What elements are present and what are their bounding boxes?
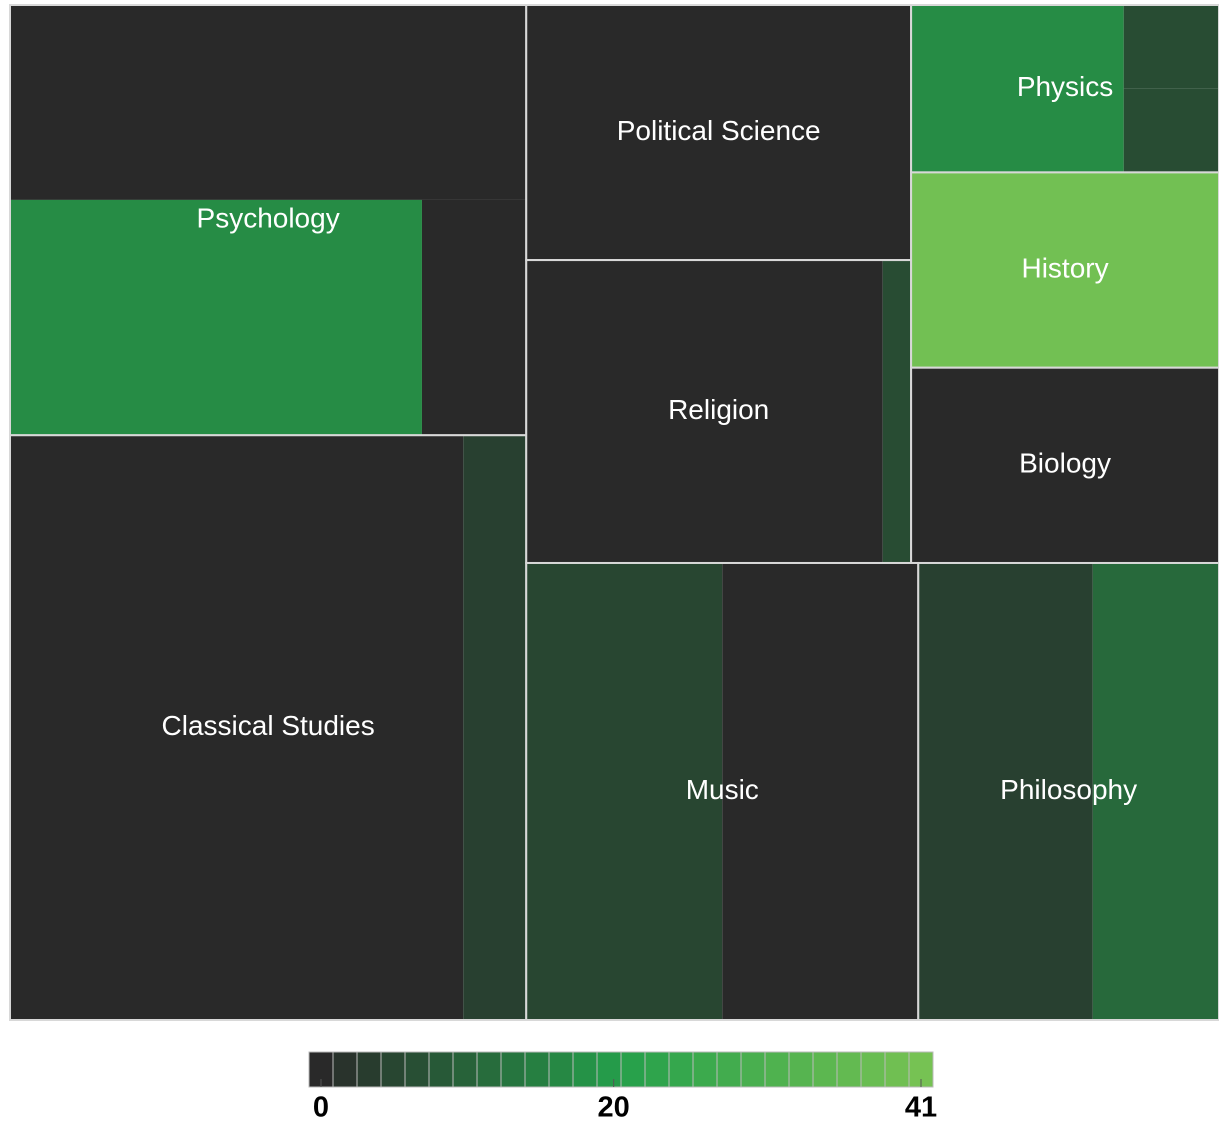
group-label: Philosophy (1000, 774, 1137, 805)
treemap-cell (722, 562, 919, 1020)
legend-cell (524, 1051, 550, 1088)
legend-cell (836, 1051, 862, 1088)
legend-cell (692, 1051, 718, 1088)
group-label: Biology (1019, 448, 1111, 479)
legend-cell (548, 1051, 574, 1088)
legend-cell (380, 1051, 406, 1088)
legend-cell (572, 1051, 598, 1088)
group-label: Psychology (197, 203, 340, 234)
legend-cell (884, 1051, 910, 1088)
group-label: Political Science (617, 115, 821, 146)
group-label: Music (686, 774, 759, 805)
group-label: Physics (1017, 71, 1113, 102)
legend-cell (740, 1051, 766, 1088)
treemap-cell (10, 199, 422, 436)
legend-tick-label: 41 (905, 1092, 937, 1124)
legend-cell (452, 1051, 478, 1088)
legend-cell (788, 1051, 814, 1088)
legend-cell (500, 1051, 526, 1088)
legend-cell (596, 1051, 622, 1088)
treemap-cell (911, 5, 1124, 173)
group-label: Classical Studies (162, 710, 375, 741)
legend-cell (668, 1051, 694, 1088)
treemap-cell (882, 260, 912, 563)
treemap-cell (1123, 88, 1219, 173)
legend-tick-label: 20 (598, 1092, 630, 1124)
legend-cell (428, 1051, 454, 1088)
treemap-cell (421, 199, 527, 436)
legend-cell (404, 1051, 430, 1088)
treemap-cell (10, 435, 464, 1020)
group-label: Religion (668, 394, 769, 425)
legend-cell (812, 1051, 838, 1088)
treemap-cell (526, 562, 723, 1020)
treemap-cell (1092, 562, 1219, 1020)
treemap-cell (526, 5, 912, 261)
legend-cell (860, 1051, 886, 1088)
treemap-cell (10, 5, 527, 200)
treemap-cell (463, 435, 527, 1020)
treemap-cell (911, 172, 1219, 368)
treemap-cell (1123, 5, 1219, 89)
legend-cell (716, 1051, 742, 1088)
group-label: History (1021, 252, 1108, 283)
legend-cell (332, 1051, 358, 1088)
legend-tick-label: 0 (313, 1092, 329, 1124)
legend-cell (476, 1051, 502, 1088)
legend-cell (764, 1051, 790, 1088)
legend-cell (620, 1051, 646, 1088)
treemap-cell (911, 367, 1219, 563)
treemap-cell (918, 562, 1093, 1020)
treemap-cell (526, 260, 883, 563)
legend-cell (356, 1051, 382, 1088)
legend-cell (644, 1051, 670, 1088)
